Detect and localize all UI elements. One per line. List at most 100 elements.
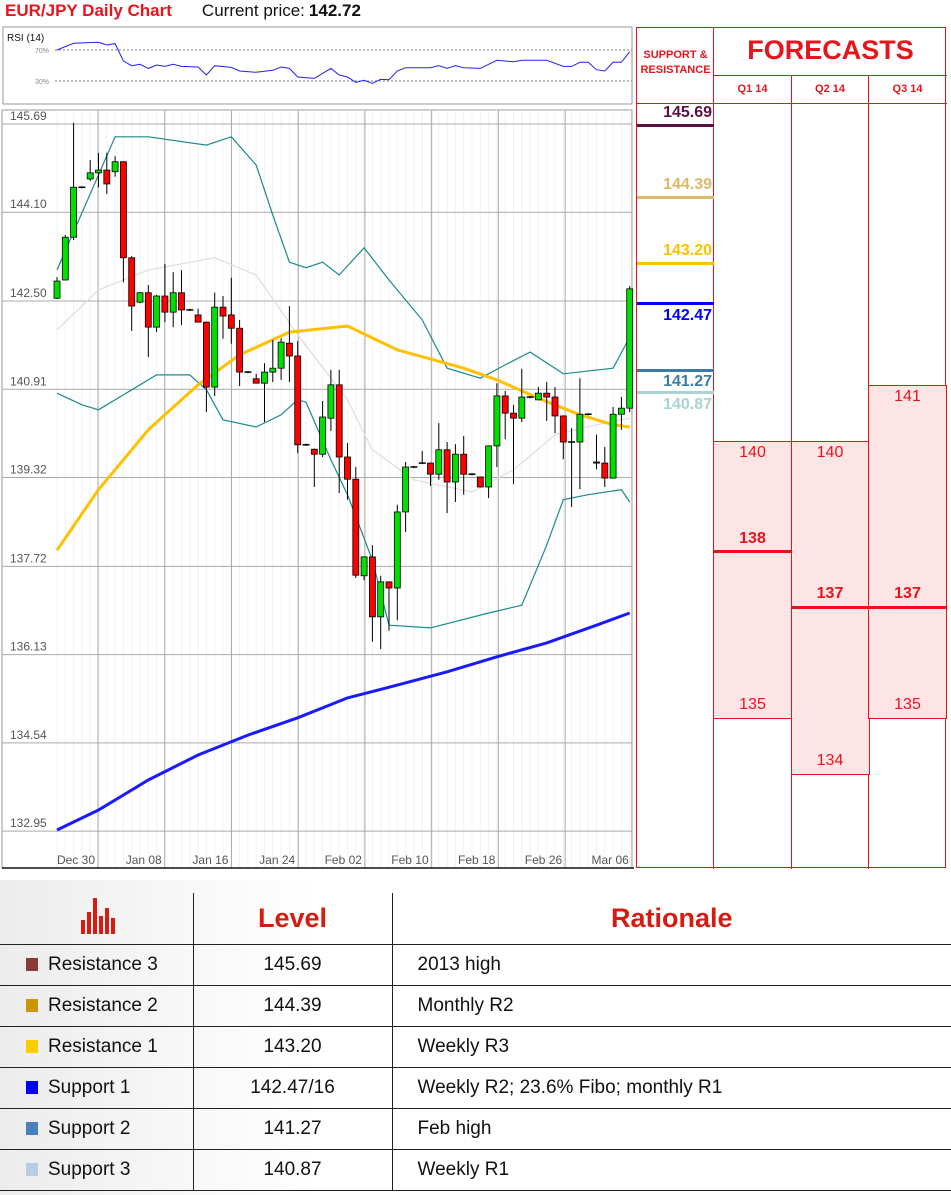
candle (120, 161, 127, 283)
forecast-mid: 138 (739, 529, 766, 547)
candle-body-down (368, 556, 376, 618)
candle-body-down (120, 161, 127, 259)
forecasts-header: FORECASTS (747, 35, 914, 65)
sr-level-label: 142.47 (663, 306, 712, 324)
candle (352, 466, 360, 578)
candle (186, 308, 194, 312)
candle (310, 448, 318, 487)
candle (501, 390, 509, 440)
candle-body-down (551, 396, 559, 417)
sr-level-line (637, 391, 714, 394)
sr-level-line (637, 195, 714, 199)
forecast-low: 135 (739, 696, 766, 714)
candle-body-down (161, 295, 169, 313)
x-tick-label: Feb 02 (325, 853, 363, 867)
level-value: 144.39 (193, 985, 393, 1027)
candle-body-up (402, 466, 410, 513)
candle-body-up (493, 395, 501, 447)
candle (294, 341, 302, 454)
legend-swatch (26, 958, 38, 971)
candle-body-up (451, 453, 459, 483)
level-name: Support 3 (48, 1159, 131, 1180)
quarter-header: Q3 14 (892, 83, 923, 95)
candle (161, 263, 169, 323)
table-header-row: Level Rationale (0, 893, 951, 945)
candle-body-down (219, 306, 227, 317)
level-rationale: Monthly R2 (392, 985, 951, 1027)
candle (244, 370, 252, 374)
forecast-panel: SUPPORT & RESISTANCE FORECASTS Q1 14 Q2 1… (636, 27, 947, 869)
rsi-frame (2, 26, 633, 105)
sr-level-line (637, 123, 714, 127)
sr-level-line (637, 261, 714, 265)
candle (53, 277, 61, 299)
level-name-cell: Support 1 (0, 1067, 194, 1109)
y-tick-label: 134.54 (10, 728, 47, 742)
x-tick-label: Dec 30 (57, 853, 95, 867)
candle (103, 152, 111, 194)
rsi-level-label: 30% (35, 79, 49, 86)
level-column-header: Level (193, 893, 393, 945)
candle (178, 269, 185, 325)
moving-average-blue-line (56, 611, 631, 832)
rsi-pane: RSI (14) 70% 30% (2, 26, 633, 105)
level-value: 141.27 (193, 1108, 393, 1150)
candle (70, 122, 77, 240)
candle (128, 256, 136, 332)
candle (169, 272, 177, 328)
candle (468, 473, 476, 476)
candle (402, 461, 410, 532)
candle-body-down (543, 392, 551, 398)
level-name-cell: Support 2 (0, 1108, 194, 1150)
y-tick-label: 140.91 (10, 374, 47, 388)
candle (510, 404, 517, 485)
candle (95, 152, 102, 188)
candle-body-down (103, 169, 111, 185)
x-tick-label: Mar 06 (591, 853, 629, 867)
candle (377, 575, 385, 650)
y-tick-label: 137.72 (10, 551, 47, 565)
candle (261, 363, 268, 423)
bollinger-lower-line (56, 374, 631, 629)
quarter-header: Q2 14 (815, 83, 845, 95)
candle (219, 296, 227, 339)
candle-body-down (385, 581, 393, 589)
quarter-header: Q1 14 (737, 83, 768, 95)
candle (451, 444, 459, 502)
candle (194, 308, 202, 323)
candle (576, 378, 584, 490)
level-rationale: Weekly R1 (392, 1149, 951, 1191)
legend-swatch (26, 1040, 38, 1053)
candle-body-down (144, 292, 152, 328)
candle (559, 415, 567, 460)
forecast-mid: 137 (894, 585, 921, 603)
forecast-mid-line (714, 550, 791, 554)
candle-body-up (377, 581, 385, 618)
candle (518, 368, 526, 423)
candle-body-up (327, 384, 335, 419)
rationale-column-header: Rationale (392, 893, 951, 945)
y-tick-label: 142.50 (10, 286, 47, 300)
level-name: Support 1 (48, 1077, 131, 1098)
candle (335, 369, 343, 494)
candle-body-down (593, 461, 600, 464)
candle (435, 423, 443, 480)
candle (593, 434, 600, 470)
sr-level-label: 145.69 (663, 104, 712, 121)
candle-body-up (169, 292, 177, 313)
legend-swatch (26, 1081, 38, 1094)
candle (543, 382, 551, 421)
candle-body-up (360, 556, 368, 577)
forecast-range-box (713, 440, 792, 720)
candle-body-down (559, 415, 567, 443)
candle (61, 235, 69, 281)
candle-body-down (443, 449, 451, 483)
candle (285, 306, 293, 383)
candle-body-up (86, 172, 94, 180)
sr-level-label: 143.20 (663, 242, 712, 260)
candle (136, 292, 144, 304)
candle (368, 545, 376, 642)
candle (410, 465, 418, 469)
candle-body-down (335, 384, 343, 458)
candle (535, 387, 542, 401)
